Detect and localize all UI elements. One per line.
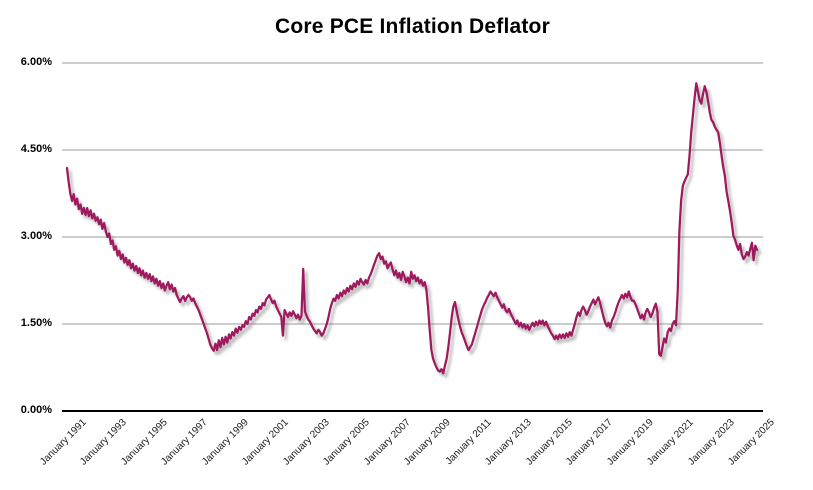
data-line-shadow — [68, 85, 762, 379]
y-tick-label: 6.00% — [20, 56, 52, 68]
y-tick-label: 3.00% — [20, 230, 52, 242]
data-line-core-pce — [65, 82, 759, 375]
y-tick-label: 0.00% — [20, 404, 52, 416]
chart-title: Core PCE Inflation Deflator — [275, 15, 550, 38]
y-tick-label: 4.50% — [20, 143, 52, 155]
y-tick-label: 1.50% — [20, 317, 52, 329]
